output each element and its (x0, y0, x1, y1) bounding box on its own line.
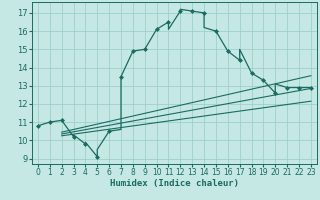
X-axis label: Humidex (Indice chaleur): Humidex (Indice chaleur) (110, 179, 239, 188)
